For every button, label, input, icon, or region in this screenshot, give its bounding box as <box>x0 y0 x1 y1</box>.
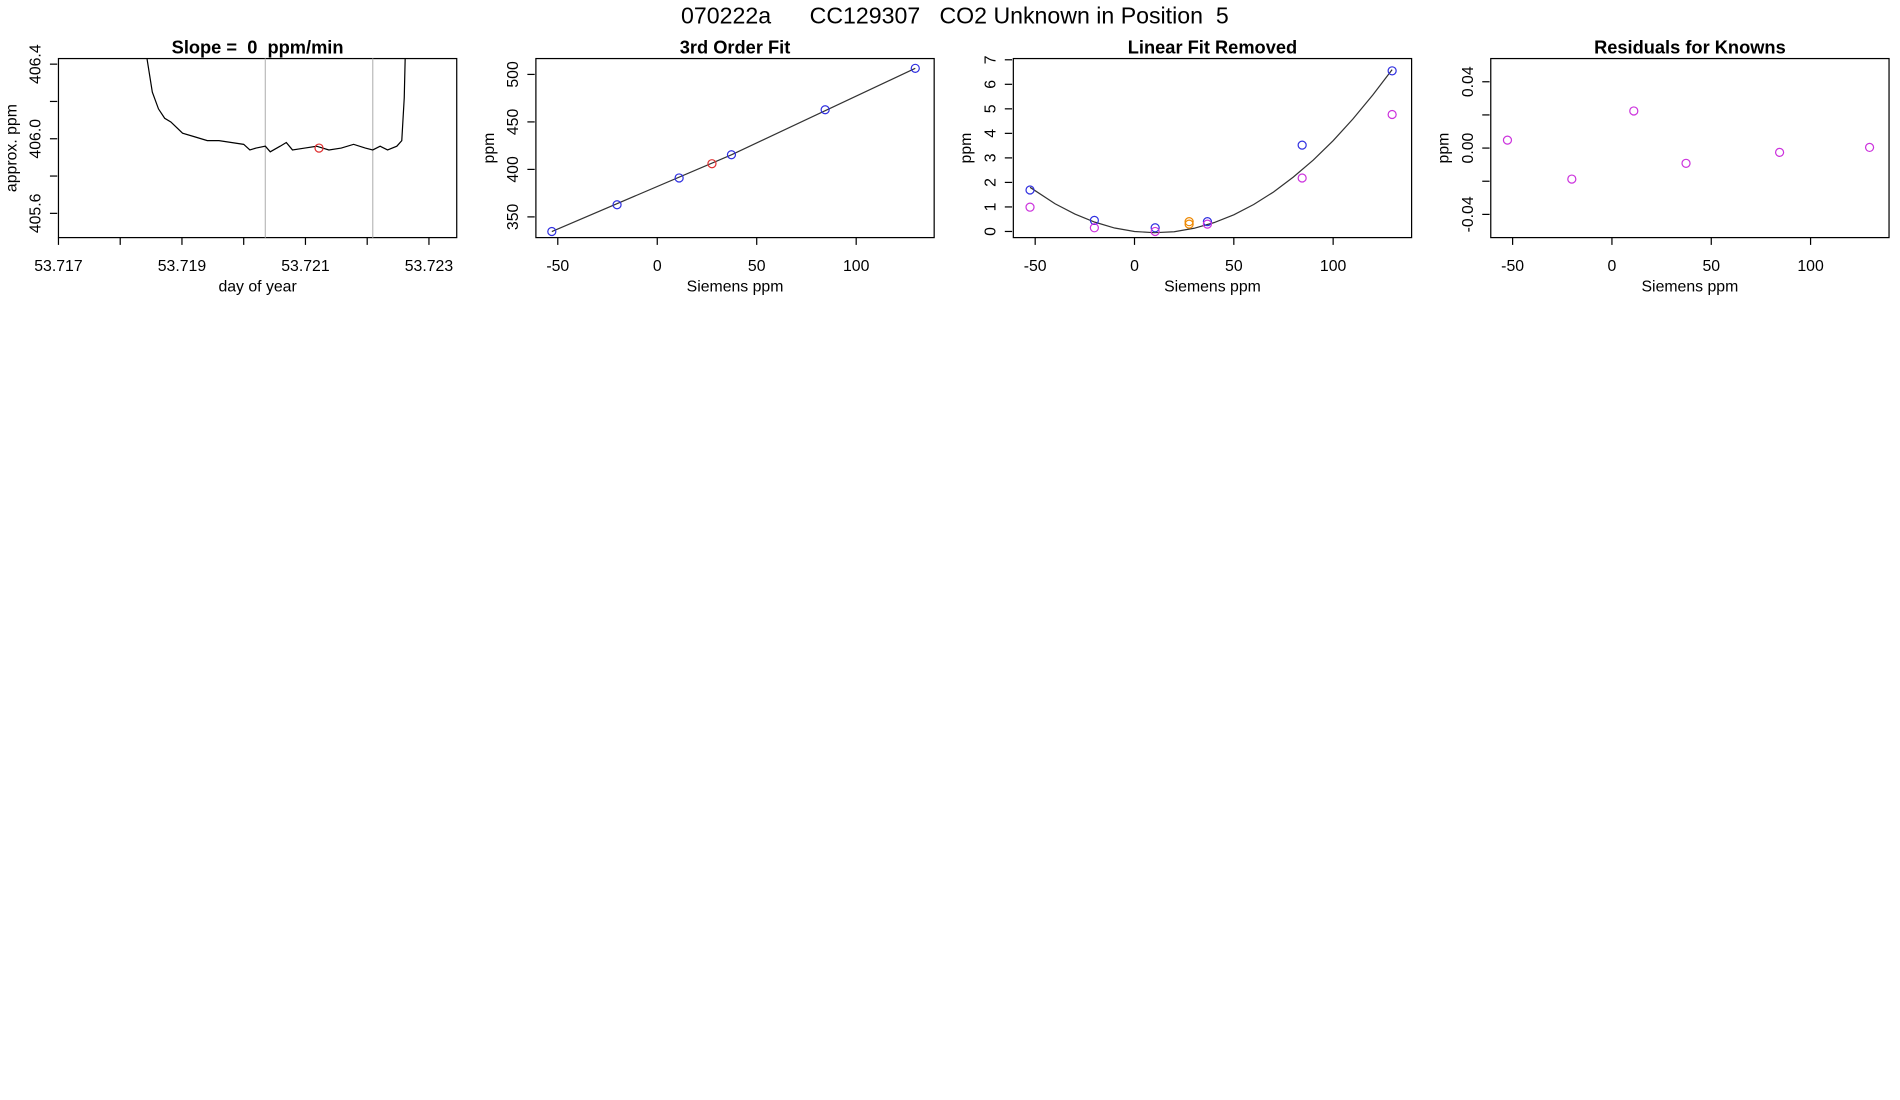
data-point <box>1025 185 1035 195</box>
y-tick-label: 500 <box>505 61 522 88</box>
fit-line <box>146 58 406 153</box>
data-point <box>1089 215 1100 226</box>
x-axis-label: day of year <box>218 279 297 296</box>
y-tick-label: -0.04 <box>1460 196 1477 232</box>
y-tick-label: 2 <box>983 178 1000 187</box>
panel: Slope = 0 ppm/min day of year approx. ppm 5… <box>3 37 458 296</box>
y-tick-label: 350 <box>505 203 522 230</box>
x-tick-label: 100 <box>1797 258 1824 275</box>
x-tick-label: 53.719 <box>158 258 207 275</box>
y-axis-label: ppm <box>1436 133 1453 164</box>
plot-box <box>57 57 458 239</box>
y-tick-label: 3 <box>983 153 1000 162</box>
y-tick-label: 6 <box>983 80 1000 89</box>
plot-box <box>535 57 935 239</box>
y-tick-label: 4 <box>983 129 1000 138</box>
x-axis-label: Siemens ppm <box>687 279 784 296</box>
x-tick-label: 100 <box>843 258 870 275</box>
data-point <box>1774 147 1785 158</box>
x-tick-label: 53.723 <box>405 258 454 275</box>
x-tick-label: 0 <box>1130 258 1139 275</box>
data-point <box>1150 226 1160 237</box>
y-tick-label: 406.4 <box>28 44 45 84</box>
data-point <box>1025 202 1035 212</box>
data-point <box>612 200 622 210</box>
data-layer <box>547 63 920 237</box>
data-point <box>1089 223 1100 233</box>
plot-box <box>1012 57 1413 239</box>
data-point <box>674 173 684 183</box>
x-tick-label: 50 <box>748 258 766 275</box>
fit-line <box>551 67 916 233</box>
panel-title: Slope = 0 ppm/min <box>172 37 344 58</box>
data-layer <box>1025 66 1397 237</box>
data-layer <box>146 58 406 153</box>
data-point <box>910 63 920 73</box>
y-axis-label: ppm <box>481 133 498 164</box>
x-tick-label: 50 <box>1225 258 1243 275</box>
data-point <box>1387 66 1397 76</box>
y-tick-label: 400 <box>505 156 522 183</box>
x-tick-label: 0 <box>653 258 662 275</box>
y-tick-label: 0.00 <box>1460 132 1477 163</box>
x-tick-label: -50 <box>546 258 569 275</box>
data-point <box>1202 219 1213 229</box>
x-tick-label: 53.721 <box>281 258 330 275</box>
y-axis-label: ppm <box>958 133 975 164</box>
x-tick-label: 53.717 <box>34 258 82 275</box>
x-tick-label: 0 <box>1608 258 1617 275</box>
data-layer <box>1502 106 1875 184</box>
data-point <box>1184 217 1194 227</box>
data-point <box>314 143 324 153</box>
data-point <box>1387 109 1397 120</box>
data-point <box>707 159 717 169</box>
y-tick-label: 405.6 <box>28 193 45 233</box>
data-point <box>1629 106 1639 116</box>
data-point <box>1502 135 1513 145</box>
plot-box <box>1490 57 1890 239</box>
x-tick-label: 100 <box>1320 258 1347 275</box>
panel: Residuals for Knowns Siemens ppm ppm -50 0 50… <box>1436 37 1890 296</box>
y-tick-label: 1 <box>983 202 1000 211</box>
panel-title: Linear Fit Removed <box>1128 37 1297 58</box>
main-title: 070222a CC129307 CO2 Unknown in Position… <box>681 2 1229 28</box>
data-point <box>1681 158 1691 168</box>
data-point <box>1567 174 1577 184</box>
data-point <box>1184 219 1194 229</box>
data-point <box>1297 173 1307 183</box>
panel: 3rd Order Fit Siemens ppm ppm -50 0 50 100 350 4… <box>481 37 935 296</box>
data-point <box>1297 140 1307 150</box>
data-point <box>547 226 557 237</box>
y-axis-label: approx. ppm <box>3 104 20 192</box>
fit-line <box>1029 69 1393 234</box>
x-tick-label: -50 <box>1024 258 1047 275</box>
y-tick-label: 0 <box>983 227 1000 236</box>
panel-title: 3rd Order Fit <box>680 37 791 58</box>
y-tick-label: 406.0 <box>28 119 45 159</box>
x-axis-label: Siemens ppm <box>1164 279 1261 296</box>
y-tick-label: 5 <box>983 104 1000 113</box>
data-point <box>820 105 830 115</box>
y-tick-label: 0.04 <box>1460 66 1477 97</box>
x-tick-label: -50 <box>1501 258 1524 275</box>
y-tick-label: 450 <box>505 109 522 136</box>
x-axis-label: Siemens ppm <box>1642 279 1739 296</box>
data-point <box>1150 223 1160 233</box>
y-tick-label: 7 <box>983 55 1000 64</box>
data-point <box>726 150 737 160</box>
panel-title: Residuals for Knowns <box>1594 37 1786 58</box>
data-point <box>1864 142 1875 153</box>
data-point <box>1202 217 1213 227</box>
x-tick-label: 50 <box>1702 258 1720 275</box>
